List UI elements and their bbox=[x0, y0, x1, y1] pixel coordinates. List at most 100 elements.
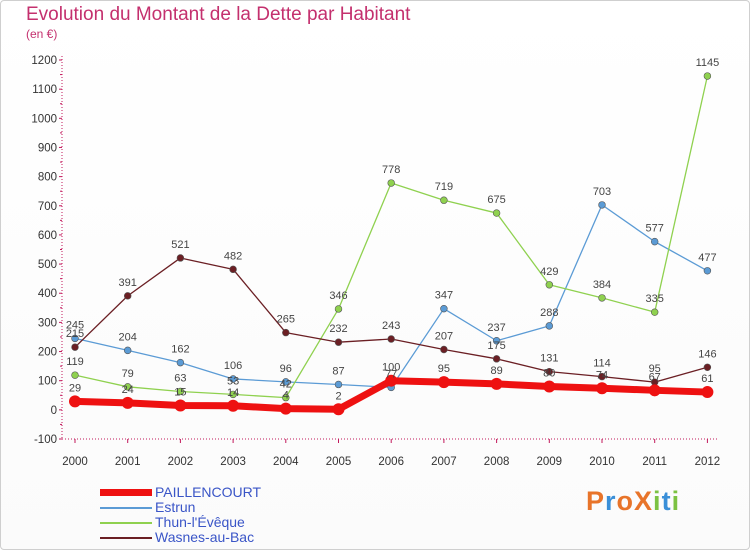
data-point bbox=[703, 72, 712, 80]
legend-swatch bbox=[100, 507, 152, 509]
data-label: 215 bbox=[66, 328, 84, 340]
data-label: 521 bbox=[171, 239, 189, 251]
data-label: 207 bbox=[435, 330, 453, 342]
data-point bbox=[227, 399, 240, 412]
data-label: 1145 bbox=[696, 57, 720, 69]
chart-subtitle: (en €) bbox=[26, 27, 58, 41]
x-tick-label: 2006 bbox=[378, 456, 404, 468]
data-point bbox=[334, 305, 343, 313]
data-label: 577 bbox=[646, 223, 664, 235]
data-label: 204 bbox=[119, 331, 137, 343]
data-label: 95 bbox=[649, 363, 661, 375]
data-point bbox=[440, 196, 448, 204]
series-wasnes-au-bac bbox=[71, 254, 712, 386]
data-label: 114 bbox=[593, 358, 611, 370]
data-label: 29 bbox=[69, 382, 81, 394]
chart-title: Evolution du Montant de la Dette par Hab… bbox=[26, 4, 411, 25]
data-label: 719 bbox=[435, 181, 453, 193]
legend-label: Estrun bbox=[155, 499, 196, 515]
y-tick-label: 300 bbox=[38, 317, 57, 329]
data-label: 237 bbox=[487, 322, 505, 334]
x-tick-label: 2001 bbox=[115, 456, 141, 468]
data-point bbox=[123, 292, 132, 300]
data-label: 53 bbox=[227, 375, 239, 387]
data-point bbox=[492, 337, 501, 345]
legend-label: PAILLENCOURT bbox=[155, 484, 262, 500]
data-point bbox=[437, 376, 450, 389]
data-label: 95 bbox=[438, 363, 450, 375]
data-point bbox=[71, 343, 79, 351]
data-point bbox=[279, 402, 292, 415]
data-label: 384 bbox=[593, 279, 611, 291]
data-point bbox=[176, 358, 185, 367]
data-point bbox=[334, 380, 343, 389]
data-point bbox=[387, 335, 395, 343]
data-point bbox=[282, 393, 290, 402]
y-tick-label: 1000 bbox=[31, 113, 57, 125]
data-label: 265 bbox=[277, 314, 295, 326]
data-label: 162 bbox=[171, 344, 189, 356]
legend-label: Thun-l'Évêque bbox=[155, 514, 245, 530]
data-point bbox=[282, 378, 290, 386]
data-point bbox=[650, 308, 659, 316]
data-label: 100 bbox=[382, 362, 400, 374]
series-line bbox=[74, 204, 709, 389]
data-label: 15 bbox=[174, 386, 186, 398]
data-point bbox=[69, 395, 81, 408]
data-point bbox=[71, 334, 79, 343]
data-label: 79 bbox=[122, 368, 134, 380]
data-label: 87 bbox=[332, 365, 344, 377]
series-thun-l-v-que bbox=[71, 72, 712, 402]
data-label: 335 bbox=[646, 293, 664, 305]
data-point bbox=[229, 390, 237, 399]
data-label: 67 bbox=[649, 371, 661, 383]
data-label: 131 bbox=[540, 353, 558, 365]
x-tick-label: 2000 bbox=[62, 456, 88, 468]
data-label: 346 bbox=[329, 290, 347, 302]
data-label: 288 bbox=[540, 307, 558, 319]
data-label: 675 bbox=[487, 194, 505, 206]
data-point bbox=[176, 254, 185, 262]
y-tick-label: 1200 bbox=[31, 55, 57, 67]
data-point bbox=[229, 375, 237, 383]
data-label: 63 bbox=[174, 372, 186, 384]
data-point bbox=[648, 384, 661, 397]
data-point bbox=[598, 294, 606, 302]
x-tick-label: 2007 bbox=[431, 456, 457, 468]
data-point bbox=[123, 383, 132, 391]
y-tick-label: -100 bbox=[34, 434, 57, 446]
data-point bbox=[545, 367, 553, 376]
data-label: 119 bbox=[66, 356, 84, 368]
x-tick-label: 2002 bbox=[168, 456, 194, 468]
data-label: 703 bbox=[593, 186, 611, 198]
data-point bbox=[650, 237, 659, 246]
y-tick-label: 0 bbox=[51, 405, 57, 417]
data-label: 146 bbox=[698, 348, 716, 360]
data-point bbox=[598, 372, 606, 381]
data-label: 80 bbox=[543, 368, 555, 380]
legend-swatch bbox=[100, 522, 152, 524]
data-label: 477 bbox=[698, 252, 716, 264]
data-label: 175 bbox=[487, 340, 505, 352]
data-label: 429 bbox=[540, 266, 558, 278]
data-label: 482 bbox=[224, 250, 242, 262]
x-tick-label: 2012 bbox=[695, 456, 721, 468]
x-tick-label: 2010 bbox=[589, 456, 615, 468]
data-label: 391 bbox=[119, 277, 137, 289]
data-point bbox=[385, 374, 398, 387]
y-tick-label: 800 bbox=[38, 172, 57, 184]
x-tick-label: 2003 bbox=[220, 456, 246, 468]
data-point bbox=[543, 380, 556, 393]
data-point bbox=[545, 322, 553, 330]
data-point bbox=[71, 371, 79, 379]
y-tick-label: 1100 bbox=[32, 84, 57, 96]
legend-swatch bbox=[100, 537, 152, 539]
data-point bbox=[176, 387, 185, 396]
data-point bbox=[282, 328, 290, 337]
data-point bbox=[121, 396, 134, 409]
y-tick-label: 200 bbox=[38, 347, 57, 359]
data-label: 778 bbox=[382, 164, 400, 176]
data-point bbox=[596, 382, 608, 395]
